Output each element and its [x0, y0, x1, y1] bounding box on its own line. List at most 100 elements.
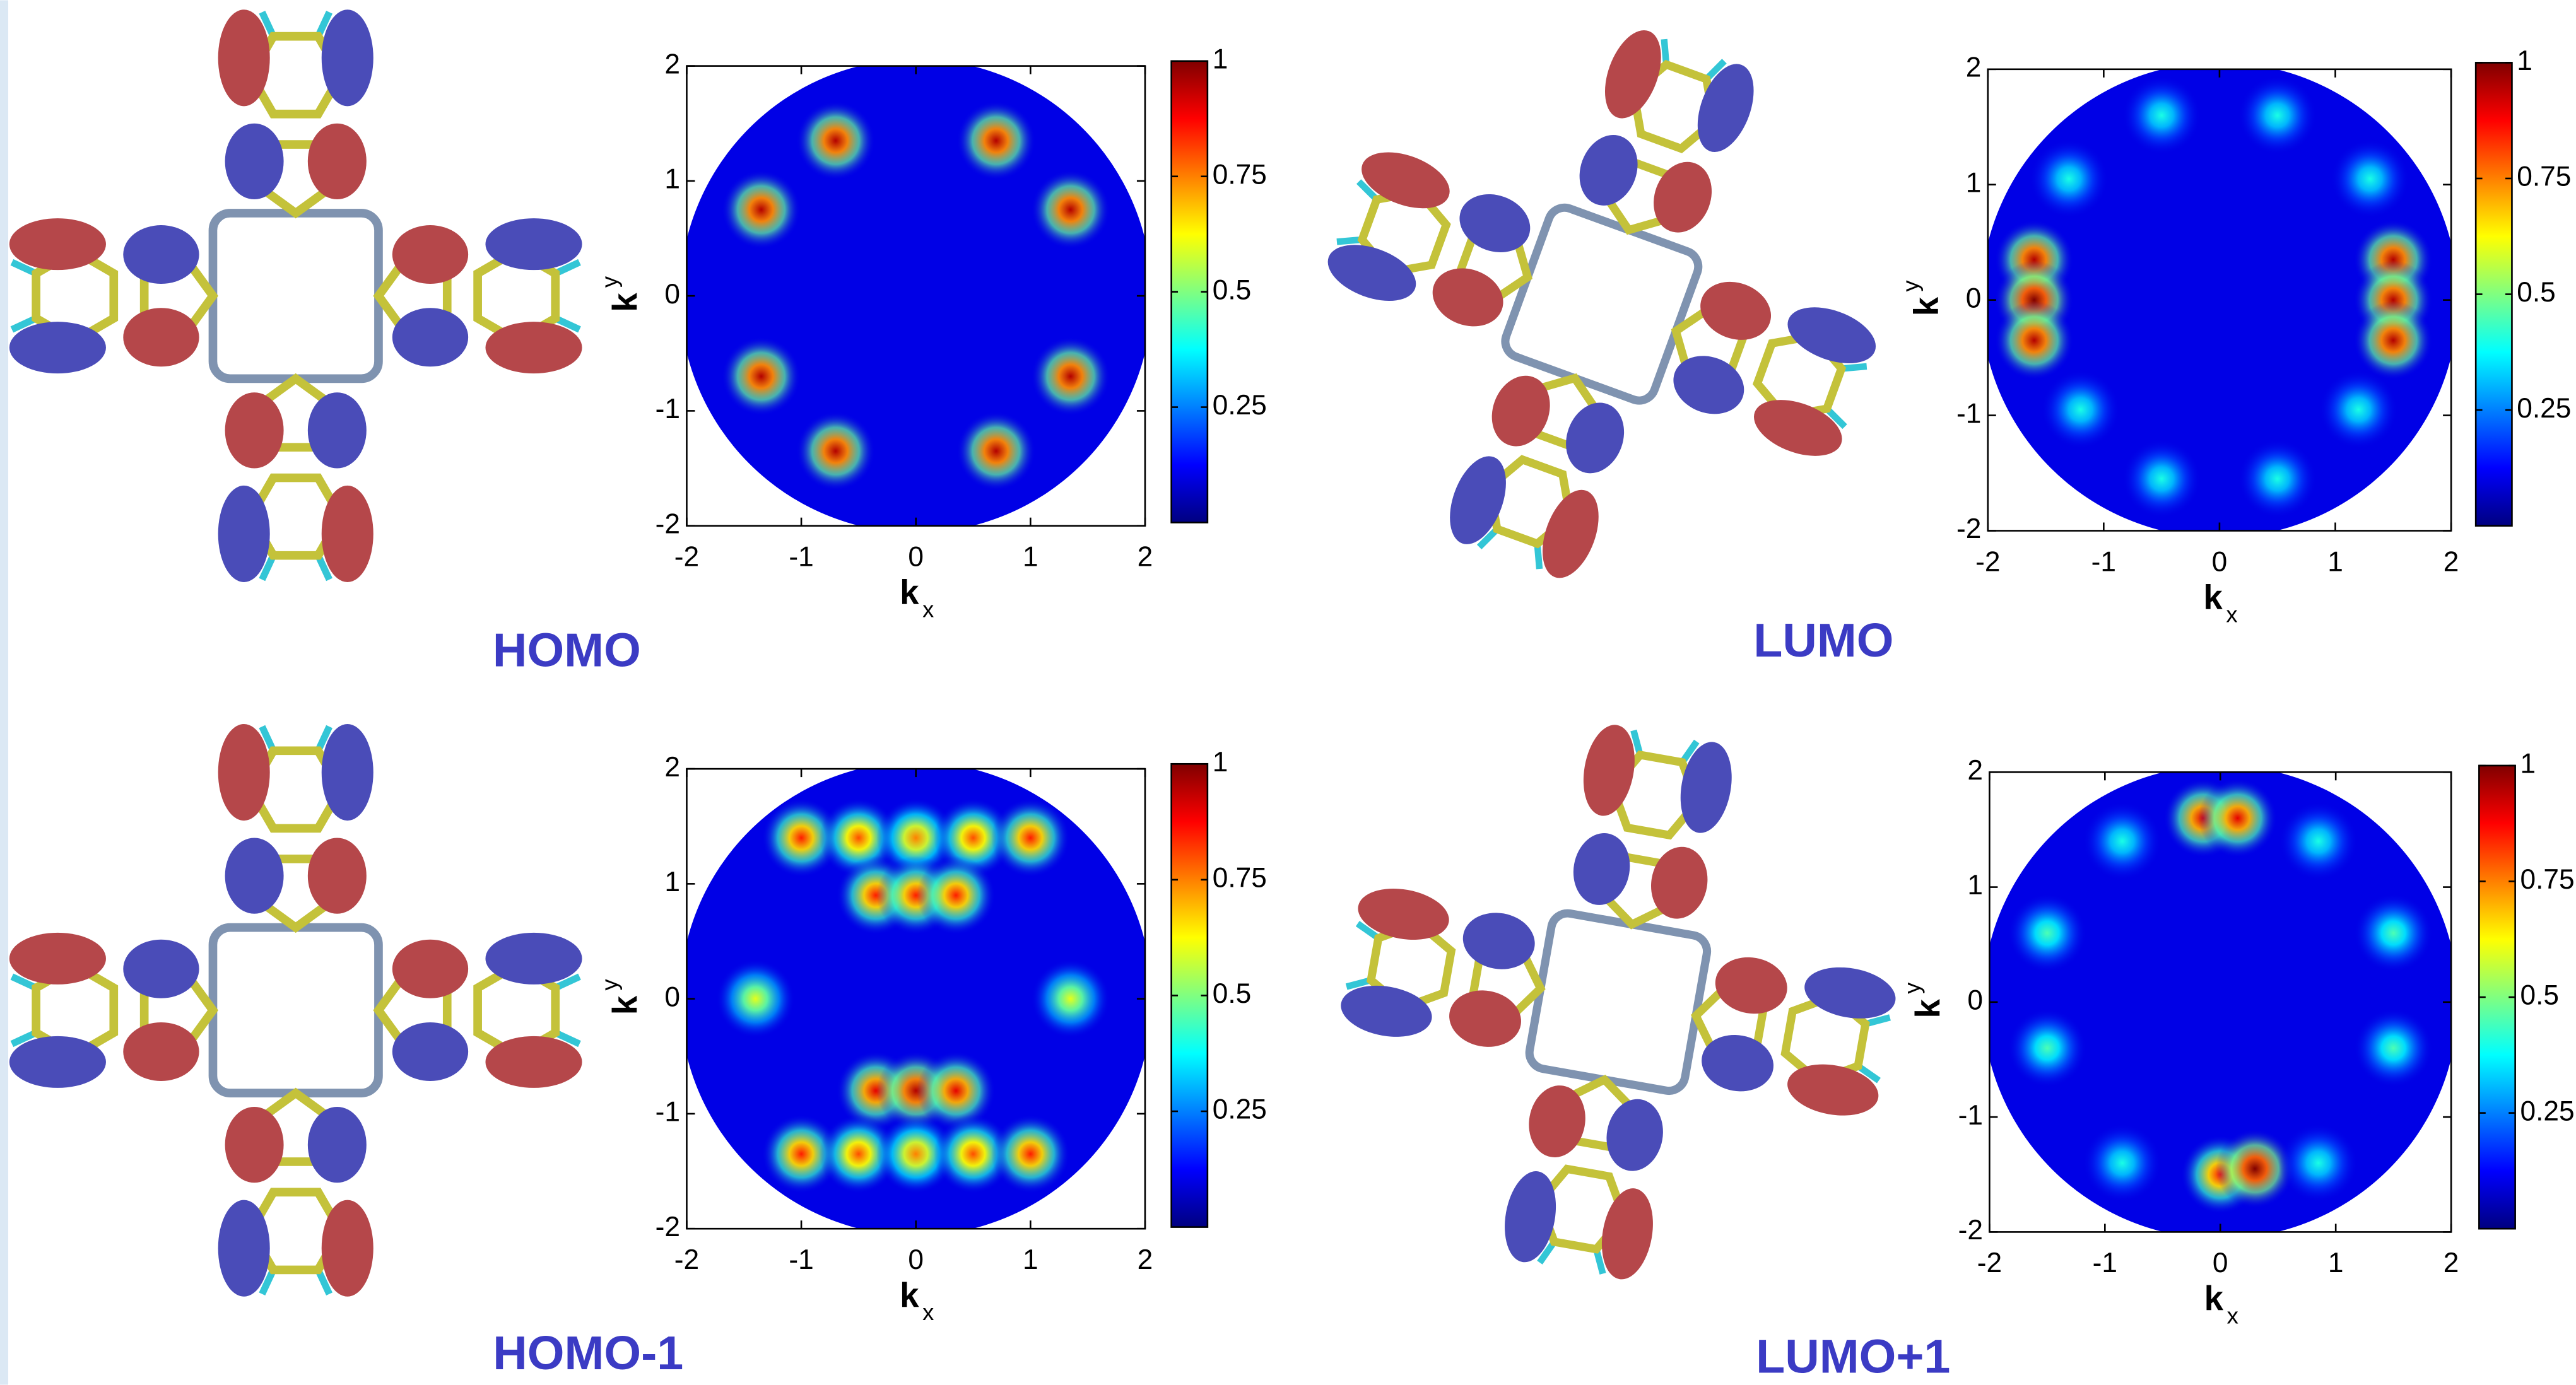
panel-title: LUMO+1: [1756, 1330, 1950, 1383]
x-tick-label: -2: [1975, 546, 2000, 577]
intensity-spot: [1031, 337, 1110, 416]
intensity-spot: [991, 798, 1070, 877]
x-tick-label: 0: [908, 1244, 924, 1275]
plot-area: [1982, 765, 2458, 1239]
colorbar-tick-label: 0.75: [1213, 863, 1267, 894]
y-tick-label: -1: [1958, 1100, 1983, 1131]
orbital-lobe: [225, 1107, 284, 1183]
x-axis-label-sub: x: [922, 1299, 934, 1325]
orbital-lobe: [218, 724, 270, 821]
orbital-lobe: [392, 225, 468, 284]
y-tick-label: -2: [1956, 513, 1981, 544]
orbital-lobe: [123, 940, 199, 998]
x-tick-label: 2: [1138, 541, 1153, 572]
molecule-arm: [1320, 141, 1553, 346]
colorbar-tick-label: 0.5: [1213, 978, 1252, 1009]
orbital-lobe: [322, 9, 373, 106]
intensity-spot: [716, 959, 795, 1038]
x-tick-label: -2: [674, 541, 699, 572]
y-axis-label-sub: y: [596, 276, 622, 288]
panel-title: LUMO: [1753, 614, 1893, 667]
colorbar-tick-label: 0.75: [2517, 161, 2571, 192]
molecule-arm: [1650, 262, 1883, 467]
molecule-arm: [218, 724, 373, 928]
y-tick-label: 1: [664, 164, 680, 195]
orbital-lobe: [1445, 985, 1526, 1053]
molecule-core: [213, 213, 378, 378]
intensity-spot: [2008, 894, 2086, 973]
molecule-arm: [379, 218, 582, 373]
intensity-spot: [956, 102, 1035, 180]
molecule-arm: [1439, 353, 1644, 586]
plot-area: [680, 762, 1152, 1236]
y-tick-label: 2: [664, 49, 680, 79]
plot-area: [680, 59, 1152, 533]
colorbar-tick-label: 0.5: [2517, 277, 2556, 308]
figure: -2-1012-2-1012kxky0.250.50.751HOMO-2-101…: [0, 0, 2576, 1385]
intensity-spot: [2030, 139, 2108, 218]
y-axis-label: k: [605, 293, 644, 312]
orbital-lobe: [322, 486, 373, 582]
panel-title: HOMO-1: [493, 1327, 683, 1380]
colorbar-tick-label: 0.5: [1213, 274, 1252, 305]
orbital-lobe: [218, 486, 270, 582]
orbital-lobe: [225, 392, 284, 468]
intensity-spot: [2331, 139, 2409, 218]
x-tick-label: 2: [1138, 1244, 1153, 1275]
molecule: [1252, 0, 1951, 653]
intensity-spot: [917, 856, 996, 935]
molecule-arm: [1337, 882, 1553, 1061]
intensity-spot: [2083, 802, 2161, 880]
intensity-spot: [722, 170, 801, 249]
colorbar-tick-label: 1: [2517, 45, 2532, 76]
intensity-spot: [2354, 1008, 2433, 1087]
x-axis-label: k: [900, 573, 919, 612]
x-axis-label-sub: x: [2226, 602, 2237, 628]
y-axis-label: k: [605, 995, 644, 1015]
intensity-spot: [956, 412, 1035, 491]
y-axis-label-sub: y: [1898, 280, 1924, 292]
x-axis-label-sub: x: [922, 597, 934, 622]
orbital-lobe: [218, 9, 270, 106]
orbital-lobe: [485, 933, 582, 985]
x-tick-label: -1: [2091, 546, 2116, 577]
panel-title: HOMO: [493, 624, 641, 677]
x-tick-label: 2: [2444, 546, 2459, 577]
molecule-arm: [9, 933, 213, 1088]
molecule-arm: [1683, 943, 1900, 1122]
colorbar-tick-label: 1: [1213, 747, 1228, 778]
intensity-spot: [2083, 1124, 2161, 1203]
molecule-arm: [379, 933, 582, 1088]
molecule-core: [1501, 203, 1703, 405]
y-axis-label-sub: y: [1899, 982, 1925, 994]
orbital-lobe: [1570, 127, 1647, 214]
orbital-lobe: [9, 933, 106, 985]
x-tick-label: -1: [789, 1244, 813, 1275]
y-tick-label: -2: [656, 1212, 680, 1242]
left-edge-strip: [0, 0, 8, 1384]
intensity-spot: [2279, 1124, 2358, 1203]
orbital-lobe: [308, 392, 367, 468]
x-tick-label: -1: [789, 541, 813, 572]
x-tick-label: 1: [2328, 1248, 2344, 1278]
orbital-lobe: [1601, 1095, 1669, 1176]
orbital-lobe: [322, 1200, 373, 1297]
y-tick-label: 0: [1967, 985, 1983, 1016]
y-tick-label: -2: [656, 508, 680, 539]
orbital-lobe: [392, 308, 468, 366]
molecule-core: [1527, 911, 1710, 1094]
y-tick-label: 2: [664, 752, 680, 783]
x-tick-label: -2: [674, 1244, 699, 1275]
orbital-lobe: [9, 1036, 106, 1088]
orbital-lobe: [9, 218, 106, 270]
momentum-disk: [680, 59, 1152, 533]
colorbar-tick-label: 0.25: [2517, 393, 2571, 424]
x-tick-label: 0: [2212, 546, 2228, 577]
orbital-lobe: [1556, 394, 1633, 481]
orbital-lobe: [225, 838, 284, 913]
intensity-spot: [1995, 301, 2074, 380]
molecule-arm: [218, 1093, 373, 1297]
y-tick-label: 1: [1967, 870, 1983, 901]
orbital-lobe: [392, 940, 468, 998]
molecule-arm: [1498, 1067, 1677, 1283]
